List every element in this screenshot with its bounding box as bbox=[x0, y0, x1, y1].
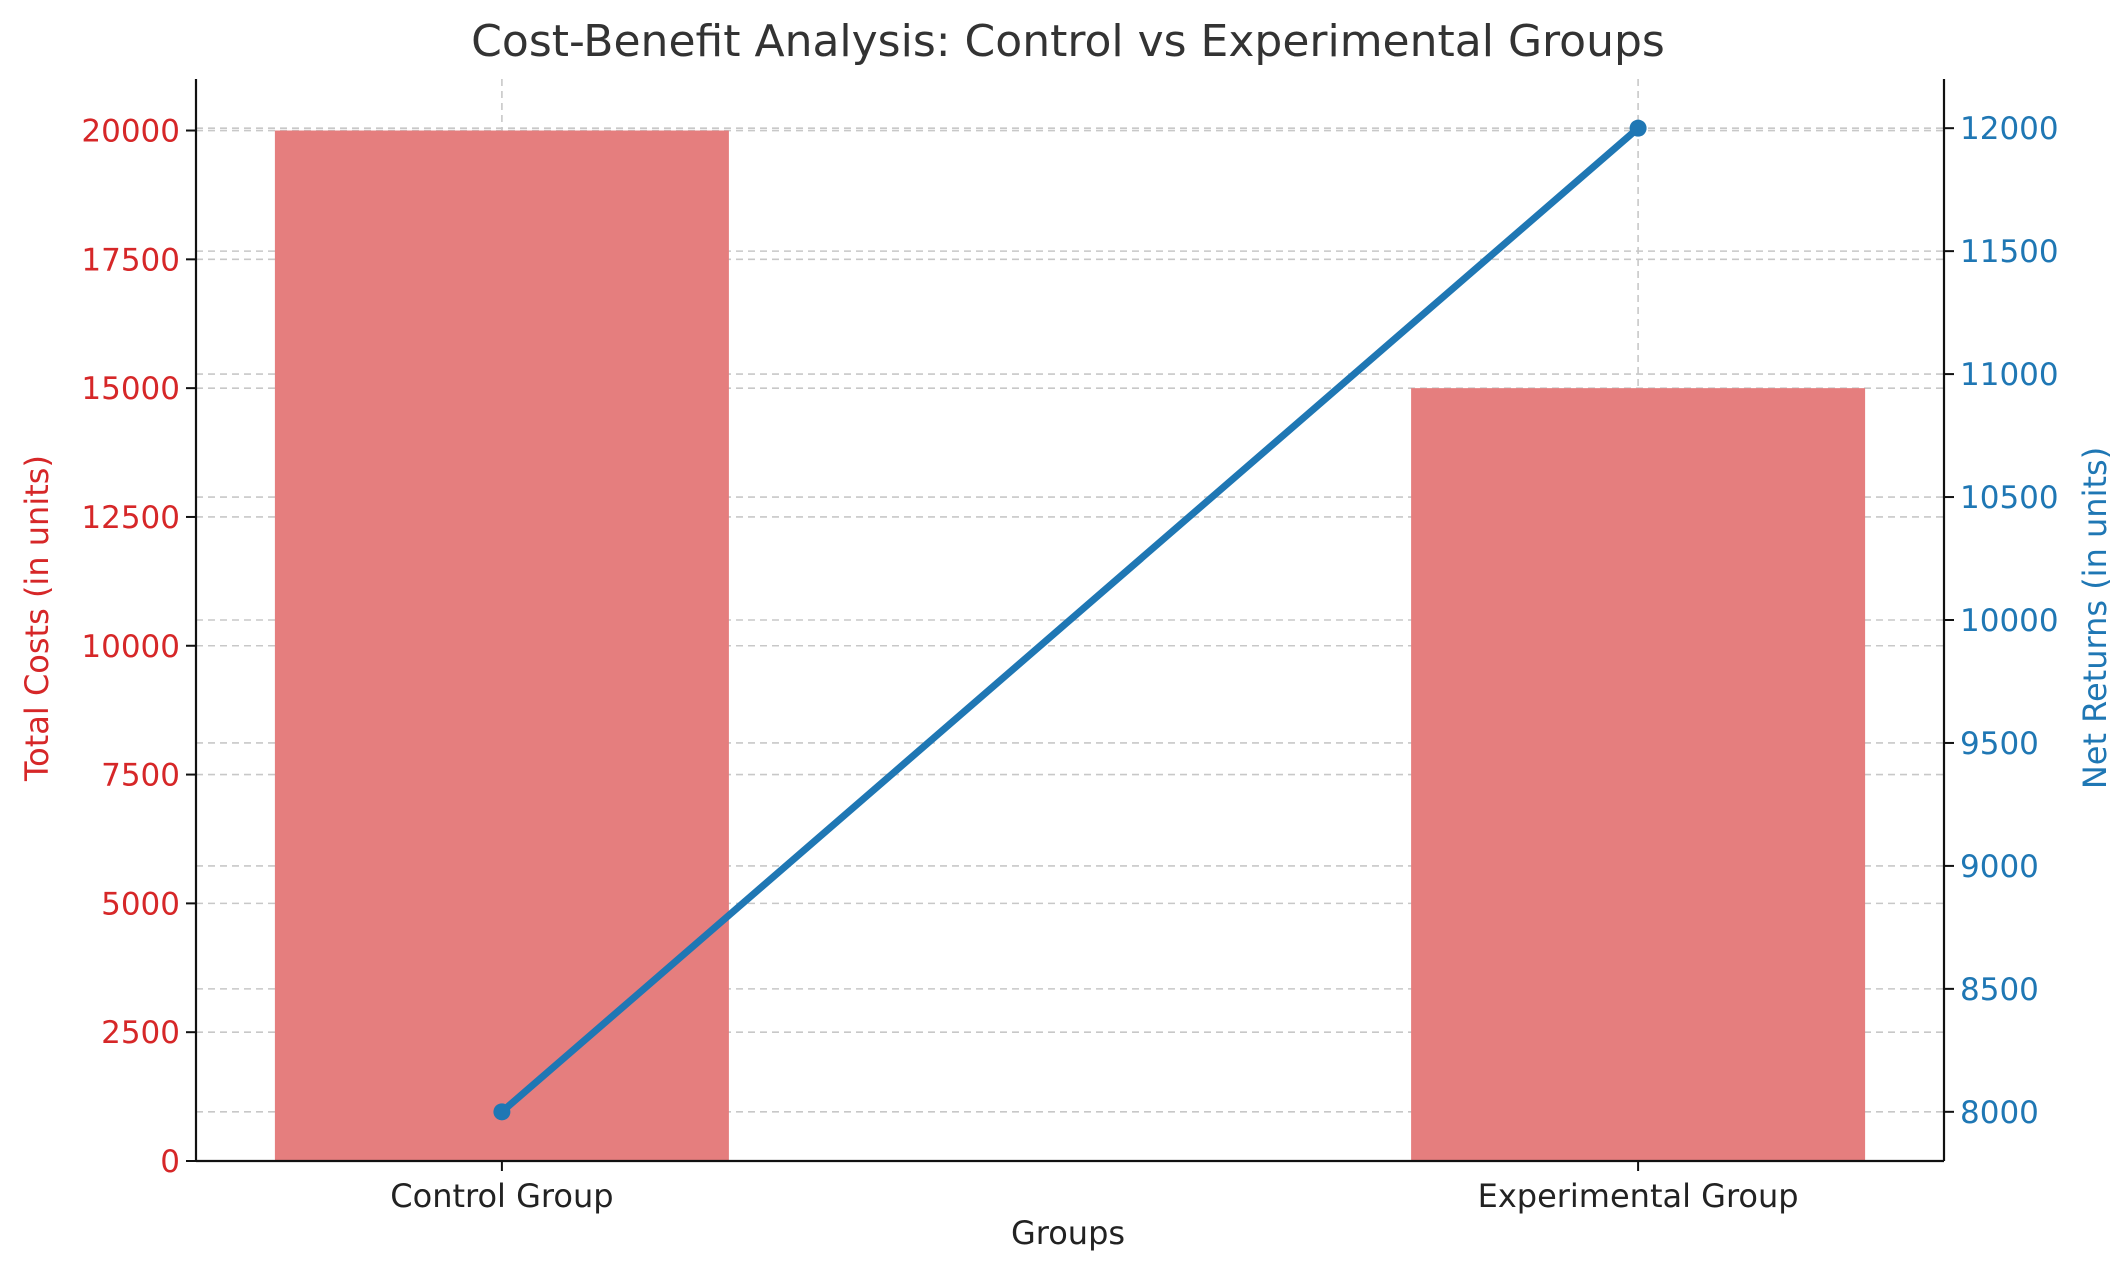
right-tick-label: 8000 bbox=[1960, 1095, 2039, 1131]
bar-series bbox=[274, 130, 1866, 1162]
right-tick-label: 11000 bbox=[1960, 357, 2059, 393]
right-tick-label: 11500 bbox=[1960, 234, 2059, 270]
x-axis-label: Groups bbox=[1011, 1214, 1125, 1252]
right-tick-label: 12000 bbox=[1960, 111, 2059, 147]
labels: Cost-Benefit Analysis: Control vs Experi… bbox=[18, 16, 2114, 1252]
left-tick-label: 17500 bbox=[81, 242, 180, 278]
bar bbox=[1411, 388, 1866, 1162]
line-series bbox=[493, 119, 1647, 1121]
right-tick-label: 10500 bbox=[1960, 480, 2059, 516]
left-tick-label: 15000 bbox=[81, 371, 180, 407]
left-axis-label: Total Costs (in units) bbox=[18, 455, 56, 782]
x-tick-label: Experimental Group bbox=[1478, 1177, 1799, 1215]
axes: 0 2500 5000 7500 10000 12500 15000 17500 20000 80… bbox=[81, 79, 2059, 1215]
left-tick-label: 12500 bbox=[81, 500, 180, 536]
right-tick-label: 8500 bbox=[1960, 972, 2039, 1008]
net-returns-line bbox=[498, 124, 1642, 1116]
left-tick-label: 0 bbox=[160, 1144, 180, 1180]
right-tick-label: 10000 bbox=[1960, 603, 2059, 639]
left-tick-label: 2500 bbox=[101, 1015, 180, 1051]
right-tick-label: 9000 bbox=[1960, 849, 2039, 885]
right-tick-label: 9500 bbox=[1960, 726, 2039, 762]
left-tick-label: 5000 bbox=[101, 886, 180, 922]
bar bbox=[274, 130, 729, 1161]
right-axis-label: Net Returns (in units) bbox=[2076, 447, 2114, 789]
line-point bbox=[493, 1103, 511, 1121]
left-tick-label: 20000 bbox=[81, 114, 180, 150]
left-tick-label: 10000 bbox=[81, 629, 180, 665]
line-point bbox=[1629, 119, 1647, 137]
chart-title: Cost-Benefit Analysis: Control vs Experi… bbox=[471, 16, 1665, 67]
x-tick-label: Control Group bbox=[390, 1177, 613, 1215]
left-tick-label: 7500 bbox=[101, 758, 180, 794]
